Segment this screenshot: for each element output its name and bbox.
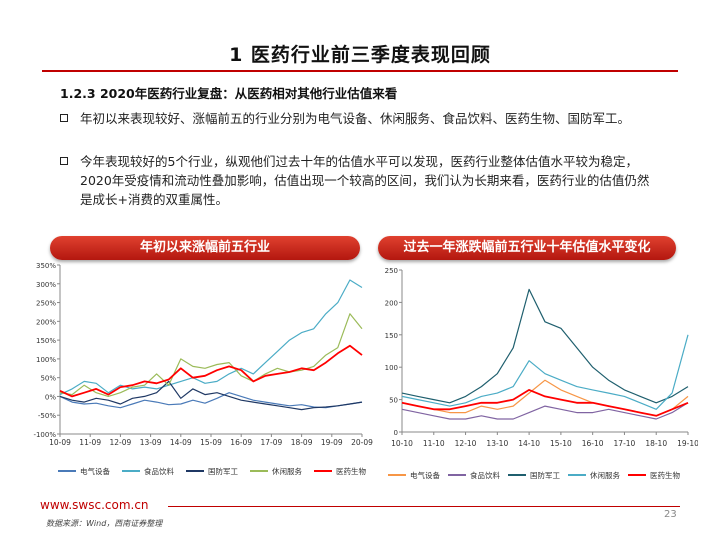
x-tick-label: 12-10 bbox=[455, 439, 477, 448]
x-tick-label: 15-10 bbox=[550, 439, 572, 448]
footer-url[interactable]: www.swsc.com.cn bbox=[40, 498, 149, 512]
x-tick-label: 19-09 bbox=[321, 438, 343, 447]
y-tick-label: 350% bbox=[36, 262, 56, 270]
bullet-text-2: 今年表现较好的5个行业，纵观他们过去十年的估值水平可以发现，医药行业整体估值水平… bbox=[80, 154, 650, 207]
bullet-item-1: 年初以来表现较好、涨幅前五的行业分别为电气设备、休闲服务、食品饮料、医药生物、国… bbox=[60, 109, 660, 128]
section-subtitle: 1.2.3 2020年医药行业复盘：从医药相对其他行业估值来看 bbox=[60, 86, 398, 101]
y-tick-label: 0% bbox=[45, 393, 56, 401]
series-line-4 bbox=[401, 334, 689, 410]
x-tick-label: 10-09 bbox=[49, 438, 71, 447]
series-line-1 bbox=[59, 392, 363, 409]
legend-label-5: 医药生物 bbox=[336, 466, 366, 476]
legend-label-4: 休闲服务 bbox=[272, 466, 302, 476]
x-tick-label: 11-10 bbox=[423, 439, 445, 448]
legend-label-2: 食品饮料 bbox=[144, 466, 174, 476]
legend-label-3: 国防军工 bbox=[530, 470, 560, 480]
series-line-5 bbox=[59, 344, 363, 398]
chart-2: 250 200 150 100 50 0 10-10 11-10 12-10 13-10 14-10… bbox=[385, 267, 698, 480]
y-tick-label: 50% bbox=[40, 375, 56, 383]
bullet-box-icon bbox=[60, 157, 68, 165]
series-line-2 bbox=[401, 402, 689, 420]
bullet-text-1: 年初以来表现较好、涨幅前五的行业分别为电气设备、休闲服务、食品饮料、医药生物、国… bbox=[80, 111, 631, 126]
x-tick-label: 19-10 bbox=[677, 439, 698, 448]
y-tick-label: 0 bbox=[394, 429, 398, 437]
series-line-4 bbox=[59, 313, 363, 397]
legend-label-2: 食品饮料 bbox=[470, 470, 500, 480]
page-title: 1 医药行业前三季度表现回顾 bbox=[229, 44, 491, 66]
series-line-3 bbox=[401, 288, 689, 404]
legend-label-5: 医药生物 bbox=[650, 470, 680, 480]
x-tick-label: 12-09 bbox=[110, 438, 132, 447]
legend-label-3: 国防军工 bbox=[208, 466, 238, 476]
y-tick-label: 100 bbox=[385, 364, 398, 372]
bullet-box-icon bbox=[60, 114, 68, 122]
y-tick-label: 200% bbox=[36, 318, 56, 326]
legend-label-1: 电气设备 bbox=[80, 466, 110, 476]
x-tick-label: 13-10 bbox=[486, 439, 508, 448]
x-tick-label: 17-10 bbox=[614, 439, 636, 448]
title-divider bbox=[42, 70, 678, 72]
x-tick-label: 14-10 bbox=[518, 439, 540, 448]
footer-divider bbox=[168, 506, 680, 507]
x-tick-label: 11-09 bbox=[79, 438, 101, 447]
page-number: 23 bbox=[664, 509, 677, 520]
y-tick-label: -100% bbox=[33, 431, 56, 439]
x-tick-label: 10-10 bbox=[391, 439, 413, 448]
legend-label-1: 电气设备 bbox=[410, 470, 440, 480]
series-line-3 bbox=[59, 380, 363, 411]
y-tick-label: -50% bbox=[38, 412, 56, 420]
x-tick-label: 16-10 bbox=[582, 439, 604, 448]
y-tick-label: 300% bbox=[36, 281, 56, 289]
x-tick-label: 15-09 bbox=[200, 438, 222, 447]
x-tick-label: 13-09 bbox=[140, 438, 162, 447]
y-tick-label: 200 bbox=[385, 299, 398, 307]
y-tick-label: 150% bbox=[36, 337, 56, 345]
series-line-2 bbox=[59, 279, 363, 396]
chart-2-title: 过去一年涨跌幅前五行业十年估值水平变化 bbox=[378, 236, 676, 260]
bullet-item-2: 今年表现较好的5个行业，纵观他们过去十年的估值水平可以发现，医药行业整体估值水平… bbox=[60, 152, 660, 209]
y-tick-label: 100% bbox=[36, 356, 56, 364]
y-tick-label: 150 bbox=[385, 332, 398, 340]
x-tick-label: 17-09 bbox=[261, 438, 283, 447]
x-tick-label: 14-09 bbox=[170, 438, 192, 447]
x-tick-label: 20-09 bbox=[351, 438, 373, 447]
x-tick-label: 18-10 bbox=[645, 439, 667, 448]
y-tick-label: 250% bbox=[36, 300, 56, 308]
chart-1-title: 年初以来涨幅前五行业 bbox=[50, 236, 360, 260]
x-tick-label: 16-09 bbox=[230, 438, 252, 447]
legend-label-4: 休闲服务 bbox=[590, 470, 620, 480]
y-tick-label: 250 bbox=[385, 267, 398, 275]
x-tick-label: 18-09 bbox=[291, 438, 313, 447]
series-line-5 bbox=[401, 388, 689, 417]
chart-1: 350% 300% 250% 200% 150% 100% 50% 0% -50% -100%10… bbox=[33, 262, 373, 476]
y-tick-label: 50 bbox=[389, 397, 398, 405]
data-source: 数据来源：Wind，西南证券整理 bbox=[46, 519, 163, 528]
